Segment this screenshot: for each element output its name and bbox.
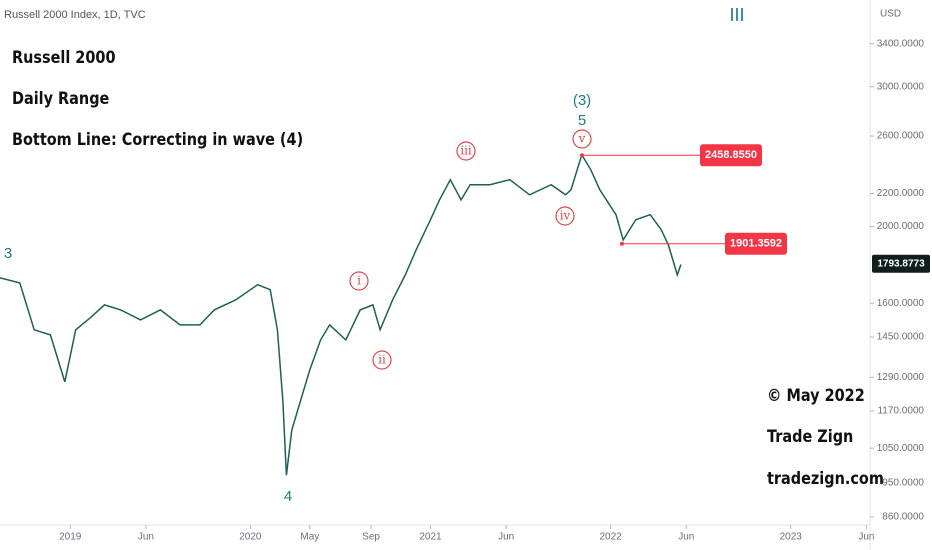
- note-text: Bottom Line: Correcting in wave (4): [12, 129, 303, 149]
- y-tick-label: 1600.0000: [877, 298, 925, 309]
- wave-label: iv: [560, 209, 571, 223]
- y-tick-label: 3000.0000: [877, 81, 925, 92]
- x-tick-label: 2019: [59, 532, 82, 543]
- level-anchor: [620, 241, 624, 246]
- y-tick-label: 1450.0000: [877, 332, 925, 343]
- y-tick-label: 2000.0000: [877, 221, 925, 232]
- wave-label: (3): [573, 92, 591, 109]
- y-tick-label: 2600.0000: [877, 131, 925, 142]
- wave-label: 5: [578, 112, 586, 129]
- x-tick-label: 2022: [599, 532, 622, 543]
- note-text: Russell 2000: [12, 47, 116, 67]
- last-price-label: 1793.8773: [877, 258, 925, 269]
- y-tick-label: 1050.0000: [877, 443, 925, 454]
- note-text: Daily Range: [12, 88, 109, 108]
- wave-circle: [456, 141, 476, 161]
- y-tick-label: 2200.0000: [877, 188, 925, 199]
- level-label-box: [700, 144, 762, 167]
- currency: USD: [880, 9, 901, 20]
- y-tick-label: 3400.0000: [877, 38, 925, 49]
- wave-label: III: [729, 5, 744, 25]
- level-anchor: [580, 153, 584, 158]
- level-label: 2458.8550: [705, 149, 757, 161]
- wave-circle: [555, 206, 575, 226]
- x-tick-label: Sep: [362, 532, 380, 543]
- footer-text: © May 2022: [767, 385, 865, 405]
- x-tick-label: Jun: [858, 532, 874, 543]
- x-tick-label: Jun: [678, 532, 694, 543]
- last-price-box: [872, 254, 930, 273]
- wave-label: ii: [378, 353, 386, 367]
- price-line: [0, 152, 682, 476]
- wave-circle: [572, 129, 592, 149]
- wave-label: i: [357, 274, 361, 288]
- wave-label: 3: [4, 245, 12, 262]
- x-tick-label: Jun: [138, 532, 154, 543]
- x-tick-label: Jun: [498, 532, 514, 543]
- wave-label: iii: [460, 144, 472, 158]
- wave-circle: [349, 271, 369, 291]
- wave-circle: [372, 350, 392, 370]
- footer-text: tradezign.com: [767, 468, 884, 488]
- footer-text: Trade Zign: [767, 426, 853, 446]
- y-tick-label: 860.0000: [882, 512, 924, 523]
- y-tick-label: 1290.0000: [877, 372, 925, 383]
- x-tick-label: 2020: [239, 532, 262, 543]
- x-tick-label: May: [300, 532, 319, 543]
- header: Russell 2000 Index, 1D, TVC: [4, 9, 146, 21]
- y-tick-label: 1170.0000: [877, 406, 924, 417]
- wave-label: 4: [284, 488, 292, 505]
- y-tick-label: 950.0000: [882, 477, 924, 488]
- x-tick-label: 2023: [780, 532, 803, 543]
- x-tick-label: 2021: [419, 532, 442, 543]
- level-label: 1901.3592: [730, 238, 782, 250]
- wave-label: v: [578, 132, 586, 146]
- level-label-box: [725, 232, 787, 255]
